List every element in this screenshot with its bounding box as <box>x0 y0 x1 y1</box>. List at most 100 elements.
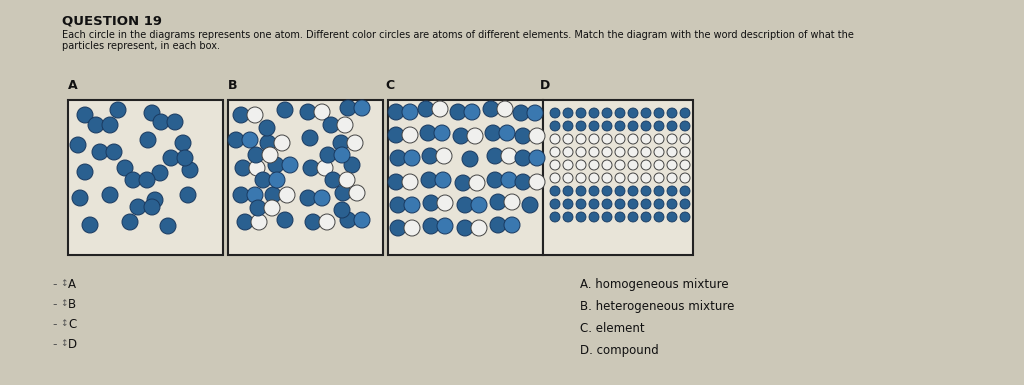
Circle shape <box>602 147 612 157</box>
Text: -: - <box>52 298 56 311</box>
Text: -: - <box>52 278 56 291</box>
Circle shape <box>497 101 513 117</box>
Circle shape <box>563 199 573 209</box>
Circle shape <box>680 134 690 144</box>
Circle shape <box>589 147 599 157</box>
Circle shape <box>278 212 293 228</box>
Circle shape <box>390 150 406 166</box>
Circle shape <box>354 212 370 228</box>
Circle shape <box>589 121 599 131</box>
Bar <box>228 100 383 255</box>
Circle shape <box>125 172 141 188</box>
Circle shape <box>347 135 362 151</box>
Circle shape <box>602 199 612 209</box>
Circle shape <box>344 157 360 173</box>
Circle shape <box>457 220 473 236</box>
Circle shape <box>575 134 586 144</box>
Circle shape <box>615 121 625 131</box>
Circle shape <box>563 212 573 222</box>
Circle shape <box>641 199 651 209</box>
Circle shape <box>615 134 625 144</box>
Circle shape <box>248 147 264 163</box>
Circle shape <box>471 220 487 236</box>
Circle shape <box>160 218 176 234</box>
Circle shape <box>628 147 638 157</box>
Circle shape <box>575 160 586 170</box>
Circle shape <box>122 214 138 230</box>
Circle shape <box>602 212 612 222</box>
Circle shape <box>667 173 677 183</box>
Circle shape <box>140 132 156 148</box>
Circle shape <box>437 218 453 234</box>
Circle shape <box>144 105 160 121</box>
Text: B: B <box>228 79 238 92</box>
Text: B: B <box>68 298 76 311</box>
Circle shape <box>432 101 449 117</box>
Circle shape <box>249 160 265 176</box>
Bar <box>388 100 543 255</box>
Circle shape <box>563 186 573 196</box>
Text: C: C <box>68 318 76 331</box>
Circle shape <box>575 186 586 196</box>
Circle shape <box>390 220 406 236</box>
Circle shape <box>654 199 664 209</box>
Circle shape <box>504 217 520 233</box>
Circle shape <box>339 172 355 188</box>
Circle shape <box>175 135 191 151</box>
Circle shape <box>163 150 179 166</box>
Circle shape <box>464 104 480 120</box>
Circle shape <box>563 147 573 157</box>
Circle shape <box>589 173 599 183</box>
Circle shape <box>589 108 599 118</box>
Circle shape <box>92 144 108 160</box>
Circle shape <box>110 102 126 118</box>
Circle shape <box>337 117 353 133</box>
Circle shape <box>615 212 625 222</box>
Text: QUESTION 19: QUESTION 19 <box>62 14 162 27</box>
Circle shape <box>88 117 104 133</box>
Circle shape <box>654 212 664 222</box>
Circle shape <box>602 160 612 170</box>
Circle shape <box>317 160 333 176</box>
Circle shape <box>262 147 278 163</box>
Circle shape <box>654 121 664 131</box>
Circle shape <box>641 147 651 157</box>
Text: C. element: C. element <box>580 322 645 335</box>
Circle shape <box>237 214 253 230</box>
Circle shape <box>615 108 625 118</box>
Circle shape <box>404 220 420 236</box>
Circle shape <box>589 134 599 144</box>
Circle shape <box>654 173 664 183</box>
Circle shape <box>529 174 545 190</box>
Circle shape <box>453 128 469 144</box>
Circle shape <box>423 195 439 211</box>
Circle shape <box>680 186 690 196</box>
Circle shape <box>628 160 638 170</box>
Circle shape <box>334 147 350 163</box>
Circle shape <box>550 108 560 118</box>
Circle shape <box>529 128 545 144</box>
Circle shape <box>303 160 319 176</box>
Circle shape <box>563 134 573 144</box>
Circle shape <box>483 101 499 117</box>
Circle shape <box>504 194 520 210</box>
Text: D. compound: D. compound <box>580 344 658 357</box>
Circle shape <box>265 187 281 203</box>
Circle shape <box>602 121 612 131</box>
Text: ↕: ↕ <box>60 319 68 328</box>
Circle shape <box>278 102 293 118</box>
Circle shape <box>422 148 438 164</box>
Text: B. heterogeneous mixture: B. heterogeneous mixture <box>580 300 734 313</box>
Circle shape <box>323 117 339 133</box>
Circle shape <box>247 107 263 123</box>
Circle shape <box>147 192 163 208</box>
Circle shape <box>259 120 275 136</box>
Circle shape <box>501 148 517 164</box>
Circle shape <box>182 162 198 178</box>
Circle shape <box>251 214 267 230</box>
Circle shape <box>499 125 515 141</box>
Circle shape <box>667 186 677 196</box>
Circle shape <box>102 117 118 133</box>
Circle shape <box>641 134 651 144</box>
Circle shape <box>421 172 437 188</box>
